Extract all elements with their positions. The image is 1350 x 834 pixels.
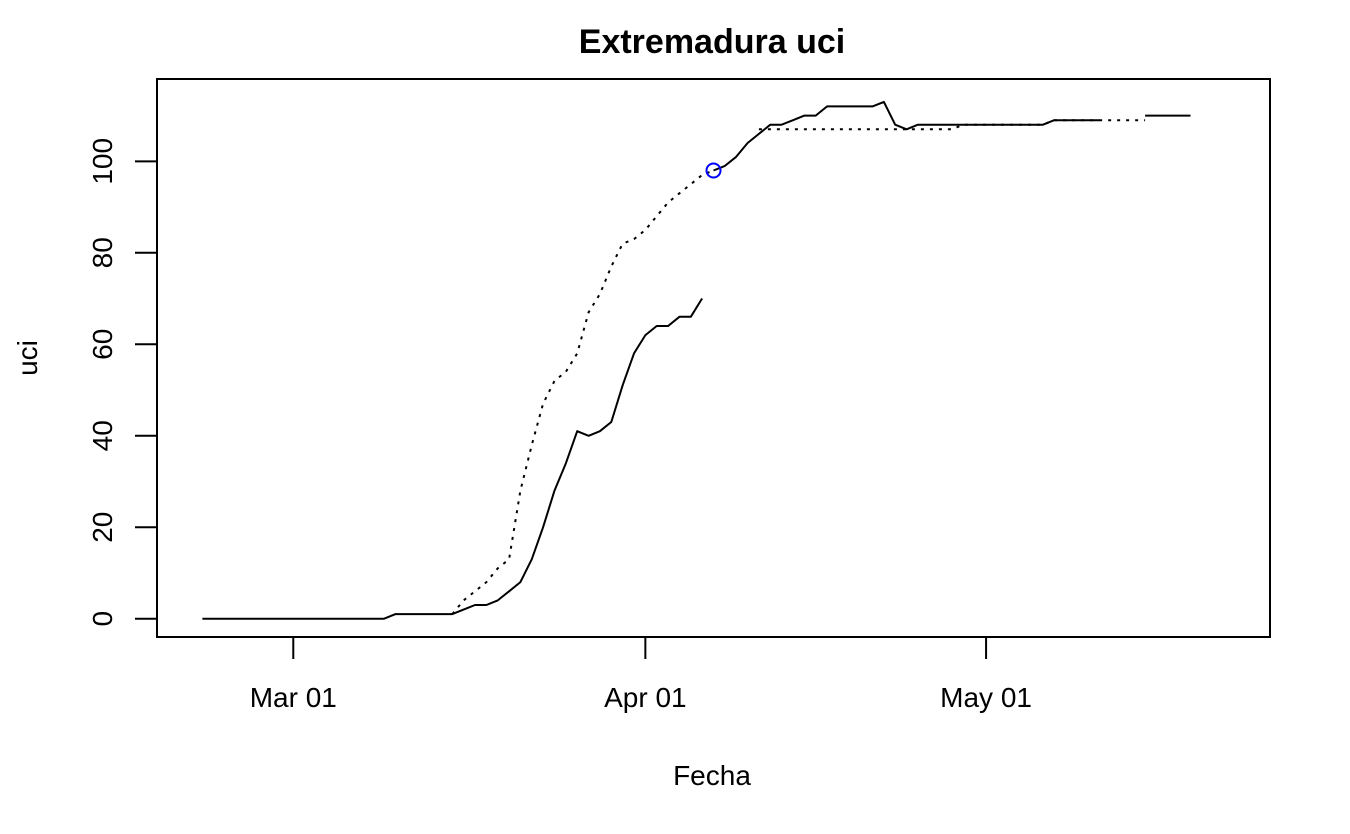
chart-title: Extremadura uci bbox=[579, 23, 845, 61]
y-axis-label: uci bbox=[12, 340, 43, 376]
y-tick-label-4: 60 bbox=[87, 329, 118, 360]
x-tick-label-2: Apr 01 bbox=[604, 682, 687, 713]
y-tick-label-6: 100 bbox=[87, 138, 118, 185]
series-line-1-dotted bbox=[451, 169, 714, 615]
series-line-4-solid bbox=[713, 100, 1100, 172]
plot-frame bbox=[156, 78, 1271, 638]
marker-layer bbox=[705, 162, 722, 179]
series-layer bbox=[202, 100, 1191, 620]
y-tick-label-1: 0 bbox=[87, 611, 118, 627]
y-tick-label-3: 40 bbox=[87, 420, 118, 451]
x-axis-label: Fecha bbox=[673, 760, 751, 791]
y-tick-label-2: 20 bbox=[87, 512, 118, 543]
point-marker-1 bbox=[705, 162, 722, 179]
series-line-3-solid bbox=[202, 297, 703, 620]
y-tick-label-5: 80 bbox=[87, 237, 118, 268]
y-axis: 0 20 40 60 80 100 bbox=[87, 138, 157, 627]
x-tick-label-3: May 01 bbox=[940, 682, 1032, 713]
x-axis: Mar 01 Apr 01 May 01 bbox=[250, 637, 1032, 713]
x-tick-label-1: Mar 01 bbox=[250, 682, 337, 713]
